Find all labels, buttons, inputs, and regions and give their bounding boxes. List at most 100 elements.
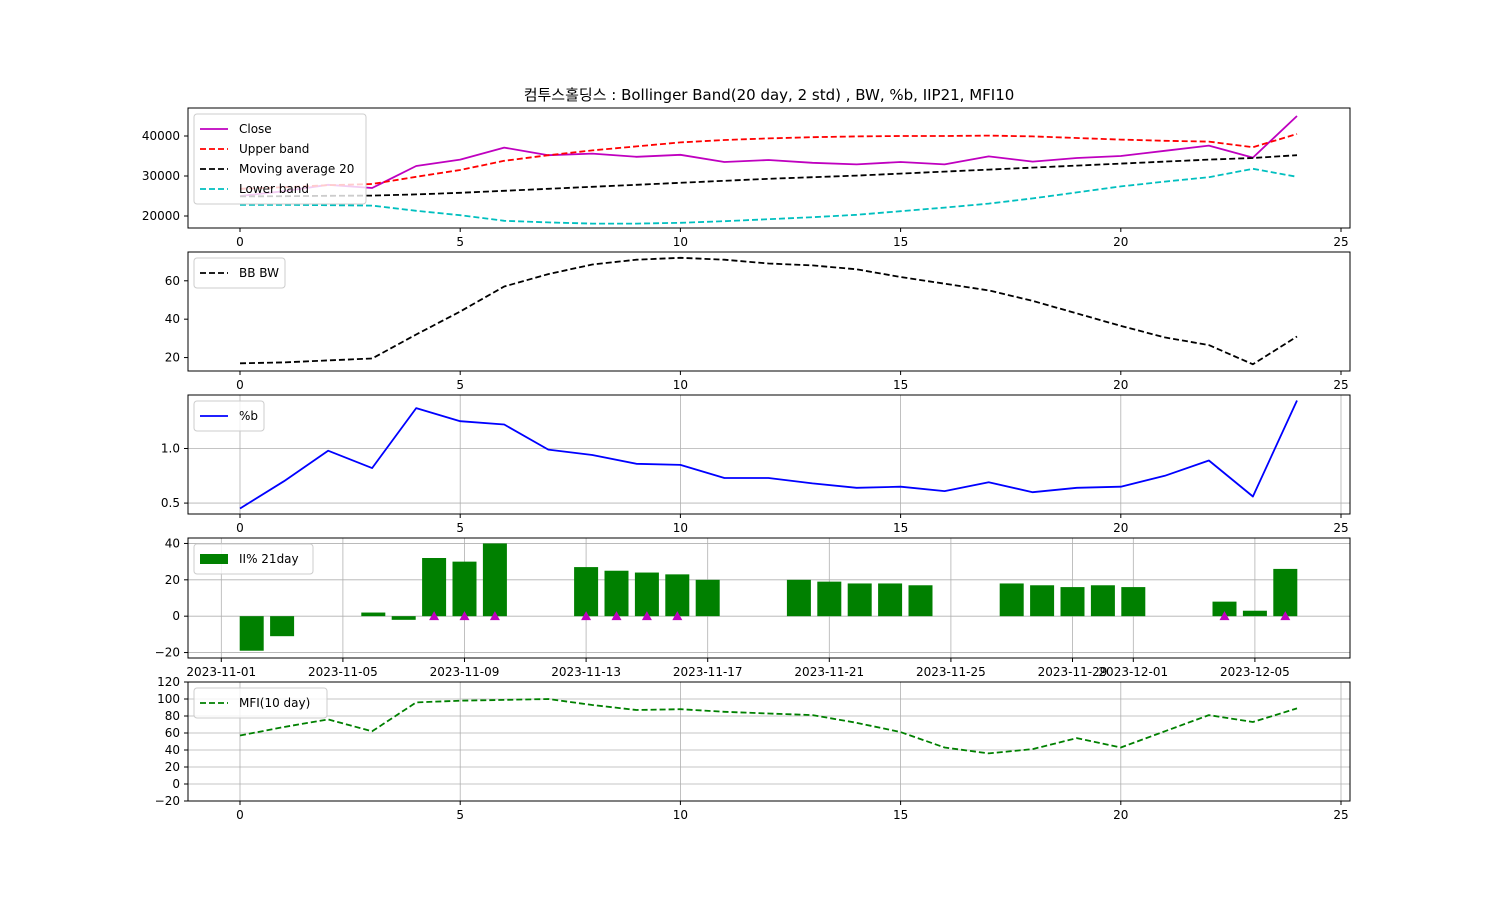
- axes-frame: [187, 537, 1351, 659]
- bar-2023-11-13: [574, 567, 599, 617]
- x-tick-label: 2023-11-13: [551, 665, 621, 679]
- series-line-moving-average-20: [239, 154, 1298, 198]
- x-tick-label: 20: [1113, 521, 1128, 535]
- legend-label: Lower band: [239, 182, 309, 196]
- x-tick-label: 2023-11-01: [186, 665, 256, 679]
- legend: %b: [193, 400, 265, 432]
- legend-label: BB BW: [239, 266, 279, 280]
- legend-label: MFI(10 day): [239, 696, 310, 710]
- bar-2023-11-29: [1060, 587, 1085, 617]
- x-tick-label: 15: [893, 521, 908, 535]
- bar-2023-11-15: [634, 572, 659, 617]
- y-tick-label: 80: [165, 709, 180, 723]
- x-tick-label: 25: [1333, 808, 1348, 822]
- axes-frame: [187, 251, 1351, 372]
- series-line-mfi-10-day: [239, 698, 1298, 755]
- legend-label: Upper band: [239, 142, 309, 156]
- x-tick-label: 2023-12-01: [1098, 665, 1168, 679]
- bar-2023-11-16: [665, 574, 690, 617]
- panel-3: 0 5 10 15 20 25 0.5 1.0 %b: [161, 394, 1351, 535]
- signal-marker-2023-11-08: [429, 611, 440, 621]
- x-tick-label: 25: [1333, 521, 1348, 535]
- legend-swatch: [200, 554, 228, 564]
- bar-2023-12-04: [1212, 601, 1237, 617]
- panel-5: 0 5 10 15 20 25 −20 0 20 40 60 80 100 120 MFI(10 day): [155, 675, 1351, 822]
- y-tick-label: −20: [155, 794, 180, 808]
- bar-2023-11-07: [391, 616, 416, 620]
- x-tick-label: 10: [673, 808, 688, 822]
- x-tick-label: 5: [456, 808, 464, 822]
- series-line-close: [239, 115, 1298, 197]
- bar-2023-11-03: [270, 616, 295, 637]
- bar-2023-11-10: [482, 543, 507, 617]
- bar-2023-11-08: [422, 558, 447, 617]
- y-tick-label: −20: [155, 646, 180, 660]
- bar-2023-11-23: [878, 583, 903, 617]
- signal-marker-2023-11-13: [581, 611, 592, 621]
- x-tick-label: 2023-11-21: [794, 665, 864, 679]
- legend: Close Upper band Moving average 20 Lower ba…: [193, 113, 367, 205]
- series-line-b: [239, 400, 1298, 510]
- legend-label: II% 21day: [239, 552, 299, 566]
- y-tick-label: 20: [165, 760, 180, 774]
- bar-2023-11-06: [361, 612, 386, 617]
- legend: II% 21day: [193, 543, 314, 575]
- legend-label: %b: [239, 409, 258, 423]
- bar-2023-11-20: [786, 579, 811, 617]
- bar-2023-11-09: [452, 561, 477, 617]
- x-tick-label: 0: [236, 808, 244, 822]
- bar-2023-11-28: [1030, 585, 1055, 617]
- x-tick-label: 15: [893, 378, 908, 392]
- x-tick-label: 5: [456, 521, 464, 535]
- legend-label: Moving average 20: [239, 162, 354, 176]
- x-tick-label: 25: [1333, 235, 1348, 249]
- y-tick-label: 20: [165, 573, 180, 587]
- bar-2023-11-27: [999, 583, 1024, 617]
- x-tick-label: 20: [1113, 235, 1128, 249]
- x-tick-label: 10: [673, 521, 688, 535]
- legend-label: Close: [239, 122, 272, 136]
- legend-box: [193, 543, 314, 575]
- y-tick-label: 20000: [142, 209, 180, 223]
- x-tick-label: 2023-11-09: [430, 665, 500, 679]
- x-tick-label: 0: [236, 521, 244, 535]
- legend-box: [193, 400, 265, 432]
- y-tick-label: 0: [172, 609, 180, 623]
- y-tick-label: 60: [165, 274, 180, 288]
- bar-2023-12-05: [1242, 610, 1267, 617]
- x-tick-label: 0: [236, 378, 244, 392]
- x-tick-label: 25: [1333, 378, 1348, 392]
- x-tick-label: 10: [673, 378, 688, 392]
- series-line-lower-band: [240, 167, 1298, 225]
- bar-2023-12-01: [1121, 587, 1146, 617]
- x-tick-label: 15: [893, 808, 908, 822]
- y-tick-label: 40: [165, 312, 180, 326]
- x-tick-label: 2023-11-25: [916, 665, 986, 679]
- panel-4: 2023-11-01 2023-11-05 2023-11-09 2023-11-13…: [155, 536, 1351, 679]
- legend-box: [193, 687, 328, 719]
- y-tick-label: 20: [165, 351, 180, 365]
- signal-marker-2023-11-14: [611, 611, 622, 621]
- legend: BB BW: [193, 257, 286, 289]
- panel-2: 0 5 10 15 20 25 20 40 60 BB BW: [165, 251, 1351, 392]
- legend-box: [193, 113, 367, 205]
- y-tick-label: 60: [165, 726, 180, 740]
- x-tick-label: 2023-11-29: [1038, 665, 1108, 679]
- x-tick-label: 15: [893, 235, 908, 249]
- x-tick-label: 5: [456, 235, 464, 249]
- axes-frame: [187, 394, 1351, 515]
- bar-2023-11-14: [604, 570, 629, 617]
- x-tick-label: 0: [236, 235, 244, 249]
- signal-marker-2023-12-06: [1280, 611, 1291, 621]
- x-tick-label: 20: [1113, 378, 1128, 392]
- signal-marker-2023-11-15: [641, 611, 652, 621]
- bar-2023-11-17: [695, 579, 720, 617]
- bar-2023-11-24: [908, 585, 933, 617]
- x-tick-label: 2023-11-05: [308, 665, 378, 679]
- x-tick-label: 5: [456, 378, 464, 392]
- x-tick-label: 2023-12-05: [1220, 665, 1290, 679]
- y-tick-label: 120: [157, 675, 180, 689]
- series-line-upper-band: [239, 133, 1298, 190]
